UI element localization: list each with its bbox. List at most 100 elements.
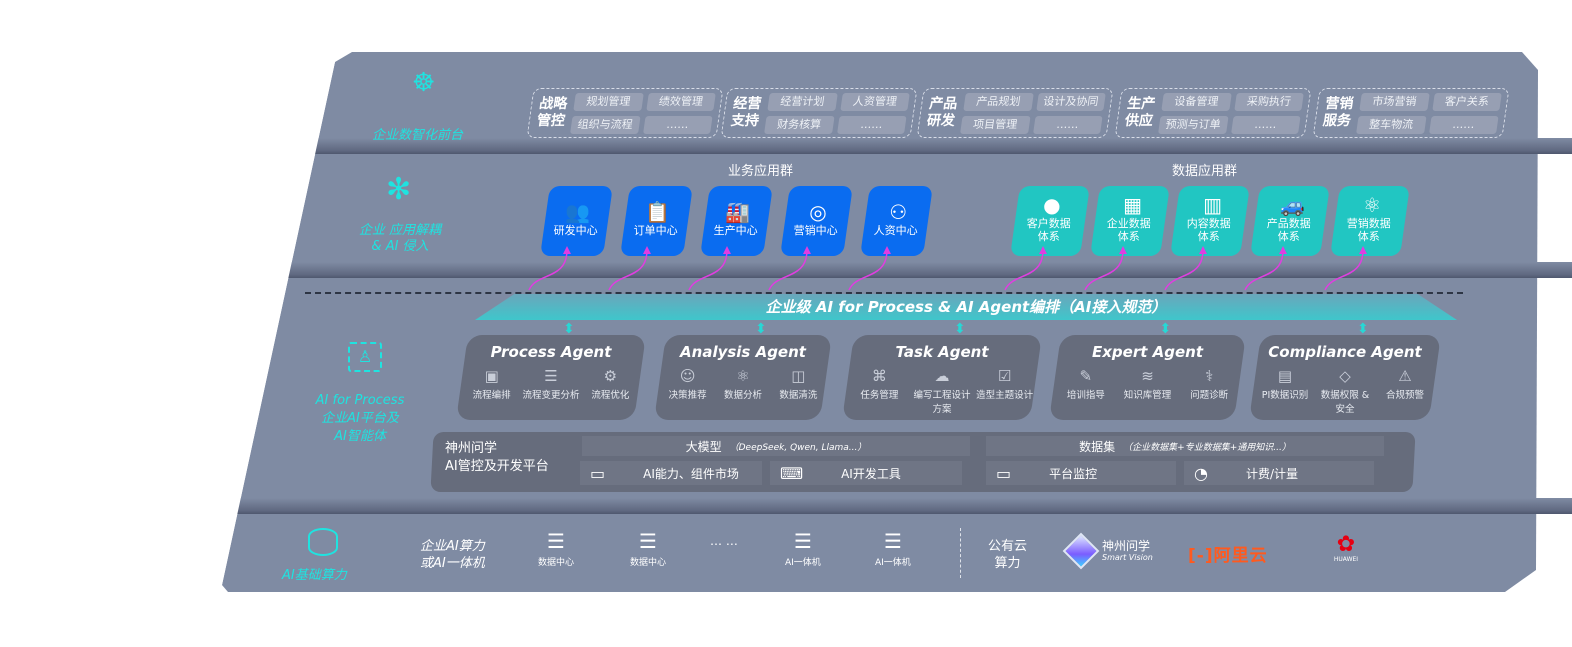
platform-tool[interactable]: ▭ 平台监控 bbox=[986, 461, 1176, 485]
cloud-icon: ☁ bbox=[934, 367, 950, 385]
server: ☰ 数据中心 bbox=[630, 530, 666, 568]
smart-vision-logo: 神州问学 Smart Vision bbox=[1102, 540, 1153, 564]
server: ☰ AI一体机 bbox=[785, 530, 821, 568]
arrowhead bbox=[643, 246, 651, 254]
server-label: AI一体机 bbox=[785, 558, 821, 568]
label-line: 企业 应用解耦 bbox=[358, 223, 442, 238]
capability-label: 造型主题设计 bbox=[976, 390, 1034, 401]
model-label: 大模型 bbox=[685, 439, 722, 454]
label-line: & AI 侵入 bbox=[371, 239, 429, 254]
server-icon: ☰ bbox=[883, 529, 902, 553]
arrowhead bbox=[723, 246, 731, 254]
agent-capabilities: ⌘ 任务管理 ☁ 编写工程设计方案 ☑ 造型主题设计 bbox=[848, 367, 1036, 415]
compute-layer-label: AI基础算力 bbox=[282, 568, 347, 583]
agent-card[interactable]: Expert Agent ✎ 培训指导 ≋ 知识库管理 ⚕ 问题诊断 bbox=[1049, 335, 1246, 420]
server-icon: ☰ bbox=[793, 529, 812, 553]
brain-icon: ☸ bbox=[412, 68, 436, 98]
down-arrow-icon: ⬍ bbox=[1357, 321, 1369, 337]
agent-title: Task Agent bbox=[895, 343, 989, 361]
data-apps-title: 数据应用群 bbox=[1172, 164, 1238, 179]
person-scan-icon: ♙ bbox=[348, 342, 382, 372]
agent-card[interactable]: Analysis Agent ☺ 决策推荐 ⚛ 数据分析 ◫ 数据清洗 bbox=[654, 335, 832, 420]
platform-title: 神州问学 AI管控及开发平台 bbox=[445, 440, 549, 476]
agent-capability[interactable]: ◫ 数据清洗 bbox=[771, 367, 826, 401]
agent-title: Expert Agent bbox=[1092, 343, 1203, 361]
ellipsis: … … bbox=[710, 534, 738, 548]
app-layer-label: 企业 应用解耦 & AI 侵入 bbox=[355, 223, 445, 255]
agent-capability[interactable]: ⚛ 数据分析 bbox=[716, 367, 771, 401]
label-line: 公有云 bbox=[988, 539, 1028, 554]
label-line: AI智能体 bbox=[334, 429, 386, 444]
agent-card[interactable]: Task Agent ⌘ 任务管理 ☁ 编写工程设计方案 ☑ 造型主题设计 bbox=[842, 335, 1042, 420]
platform-tool[interactable]: ▭ AI能力、组件市场 bbox=[580, 461, 762, 485]
clean-icon: ◫ bbox=[791, 367, 806, 385]
platform-tool[interactable]: ⌨ AI开发工具 bbox=[770, 461, 962, 485]
server-icon: ☰ bbox=[639, 529, 657, 553]
agent-capability[interactable]: ☺ 决策推荐 bbox=[660, 367, 715, 401]
capability-label: PI数据识别 bbox=[1261, 390, 1309, 401]
diagnosis-icon: ⚕ bbox=[1205, 367, 1214, 385]
checklist-icon: ☑ bbox=[997, 367, 1012, 385]
agent-capability[interactable]: ⚙ 流程优化 bbox=[581, 367, 640, 401]
capability-label: 问题诊断 bbox=[1190, 390, 1229, 401]
agent-capabilities: ☺ 决策推荐 ⚛ 数据分析 ◫ 数据清洗 bbox=[660, 367, 826, 401]
model-note: （DeepSeek, Qwen, Llama...） bbox=[729, 442, 867, 453]
atom-icon: ⚛ bbox=[736, 367, 750, 385]
down-arrow-icon: ⬍ bbox=[1159, 321, 1172, 337]
monitor-icon: ▭ bbox=[996, 463, 1012, 483]
layer-divider bbox=[0, 498, 1572, 514]
agent-content: Expert Agent ✎ 培训指导 ≋ 知识库管理 ⚕ 问题诊断 bbox=[1055, 335, 1240, 420]
dev-tool-icon: ⌨ bbox=[780, 463, 804, 483]
aliyun-bracket-icon: [-] bbox=[1188, 546, 1214, 566]
arrowhead bbox=[1279, 246, 1287, 254]
server-label: 数据中心 bbox=[630, 558, 667, 568]
compute-divider bbox=[960, 528, 961, 578]
ai-layer-label: AI for Process 企业AI平台及 AI智能体 bbox=[305, 392, 415, 446]
agent-capability[interactable]: ✎ 培训指导 bbox=[1055, 367, 1116, 401]
dataset-label: 数据集 bbox=[1079, 439, 1116, 454]
arrowhead bbox=[1039, 246, 1047, 254]
layers-icon: ≋ bbox=[1141, 367, 1154, 385]
agent-capability[interactable]: ≋ 知识库管理 bbox=[1117, 367, 1178, 401]
agent-capability[interactable]: ▣ 流程编排 bbox=[462, 367, 521, 401]
orchestration-banner bbox=[475, 294, 1457, 320]
arrowhead bbox=[883, 246, 891, 254]
label-line: AI for Process bbox=[315, 393, 405, 408]
agent-card[interactable]: Compliance Agent ▤ PI数据识别 ◇ 数据权限 & 安全 ⚠ 合规预警 bbox=[1249, 335, 1441, 420]
agent-capability[interactable]: ⚠ 合规预警 bbox=[1375, 367, 1434, 415]
server-icon: ☰ bbox=[547, 529, 565, 553]
arrowhead bbox=[1199, 246, 1207, 254]
arrowhead bbox=[803, 246, 811, 254]
capability-label: 数据分析 bbox=[723, 390, 762, 401]
connector-arrow bbox=[1164, 249, 1204, 291]
banner-text: 企业级 AI for Process & AI Agent编排（AI接入规范） bbox=[765, 298, 1167, 316]
agent-capability[interactable]: ▤ PI数据识别 bbox=[1255, 367, 1314, 415]
capability-label: 任务管理 bbox=[860, 390, 899, 401]
capability-label: 流程变更分析 bbox=[522, 390, 580, 401]
label-line: 企业AI平台及 bbox=[321, 411, 399, 426]
id-card-icon: ▤ bbox=[1277, 367, 1293, 385]
platform-tool[interactable]: ◔ 计费/计量 bbox=[1184, 461, 1374, 485]
network-icon: ⌘ bbox=[871, 367, 887, 385]
agent-capability[interactable]: ◇ 数据权限 & 安全 bbox=[1315, 367, 1374, 415]
model-bar: 大模型 （DeepSeek, Qwen, Llama...） bbox=[582, 436, 970, 456]
capability-label: 数据权限 & 安全 bbox=[1320, 390, 1370, 415]
huawei-logo: ✿ HUAWEI bbox=[1328, 534, 1364, 564]
agent-content: Task Agent ⌘ 任务管理 ☁ 编写工程设计方案 ☑ 造型主题设计 bbox=[848, 335, 1036, 420]
label-line: 算力 bbox=[994, 556, 1021, 571]
down-arrow-icon: ⬍ bbox=[755, 321, 767, 337]
layer-divider bbox=[0, 138, 1572, 154]
agent-card[interactable]: Process Agent ▣ 流程编排 ☰ 流程变更分析 ⚙ 流程优化 bbox=[456, 335, 646, 420]
agent-title: Compliance Agent bbox=[1268, 343, 1422, 361]
tool-label: 平台监控 bbox=[1049, 466, 1098, 481]
agent-capability[interactable]: ☑ 造型主题设计 bbox=[974, 367, 1036, 415]
agent-capability[interactable]: ⌘ 任务管理 bbox=[848, 367, 910, 415]
connector-arrow bbox=[1004, 249, 1044, 291]
agent-capability[interactable]: ☰ 流程变更分析 bbox=[522, 367, 581, 401]
tool-label: AI开发工具 bbox=[841, 466, 901, 481]
agent-capability[interactable]: ☁ 编写工程设计方案 bbox=[911, 367, 973, 415]
connector-arrow bbox=[1244, 249, 1284, 291]
agent-capability[interactable]: ⚕ 问题诊断 bbox=[1179, 367, 1240, 401]
business-apps-title: 业务应用群 bbox=[728, 164, 794, 179]
capability-label: 流程优化 bbox=[591, 390, 630, 401]
